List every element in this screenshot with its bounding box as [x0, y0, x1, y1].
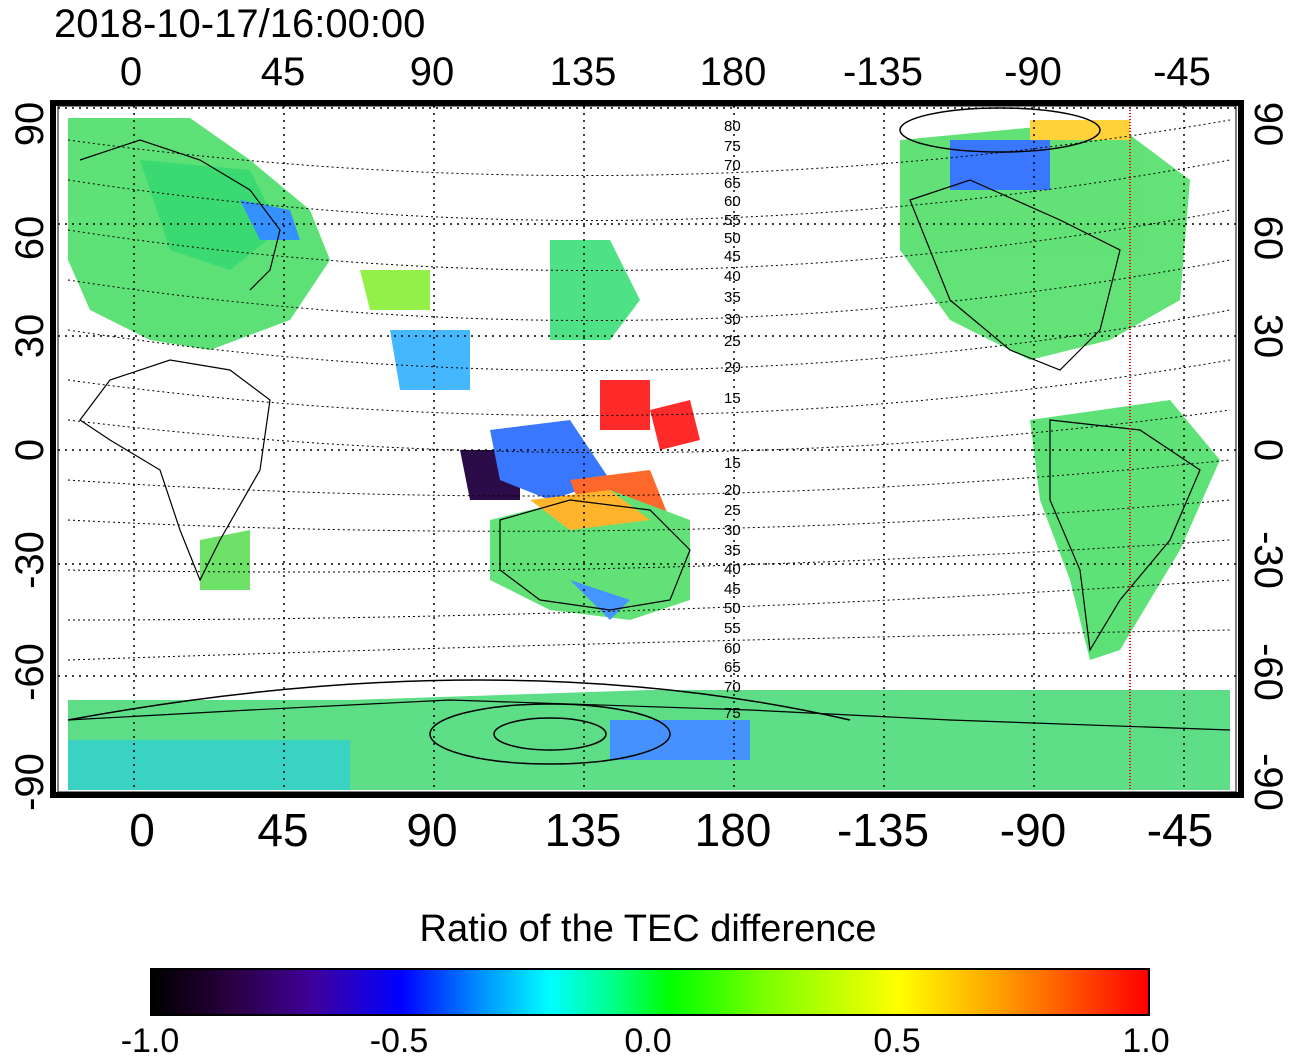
- contour-label: 60: [724, 640, 741, 657]
- lon-label-top: 0: [119, 50, 143, 94]
- lon-label-top: 180: [699, 50, 767, 94]
- contour-label: 25: [724, 502, 741, 519]
- lon-label-bottom: 45: [257, 804, 309, 856]
- contour-label: 20: [724, 359, 741, 376]
- lon-label-top: 45: [260, 50, 306, 94]
- contour-label: 45: [724, 248, 741, 265]
- contour-label: 30: [724, 522, 741, 539]
- contour-label: 20: [724, 482, 741, 499]
- contour-label: 25: [724, 333, 741, 350]
- contour-label: 80: [724, 118, 741, 135]
- lon-label-bottom: 90: [406, 804, 458, 856]
- contour-label: 50: [724, 600, 741, 617]
- lon-label-bottom: -45: [1146, 804, 1214, 856]
- lat-label-right: 0: [1246, 438, 1290, 462]
- lat-label-right: 60: [1246, 215, 1290, 261]
- colorbar-title: Ratio of the TEC difference: [419, 908, 877, 950]
- lat-label-right: 30: [1246, 313, 1290, 359]
- lat-label-right: 90: [1246, 101, 1290, 147]
- contour-label: 35: [724, 542, 741, 559]
- lat-label-right: -90: [1246, 753, 1290, 811]
- colorbar-tick: 1.0: [1122, 1022, 1170, 1060]
- lat-label-left: -60: [8, 643, 52, 701]
- magnetic-latitude-lines: [67, 119, 1231, 661]
- lon-label-top: 90: [409, 50, 455, 94]
- lon-label-bottom: -135: [836, 804, 930, 856]
- auroral-ovals: [67, 107, 1101, 765]
- contour-label: 65: [724, 659, 741, 676]
- contour-label: 55: [724, 212, 741, 229]
- lat-label-left: 60: [8, 215, 52, 261]
- lat-label-left: 0: [8, 438, 52, 462]
- contour-label: 70: [724, 679, 741, 696]
- lat-label-left: -90: [8, 753, 52, 811]
- contour-label: 40: [724, 561, 741, 578]
- lon-label-bottom: 180: [694, 804, 772, 856]
- coastlines: [67, 139, 1231, 731]
- lon-label-bottom: 0: [129, 804, 155, 856]
- lon-label-top: -45: [1153, 50, 1211, 94]
- axis-bars: [50, 100, 1244, 798]
- contour-label: 30: [724, 311, 741, 328]
- lon-label-top: -135: [842, 50, 924, 94]
- contour-label: 65: [724, 175, 741, 192]
- colorbar-tick: 0.5: [873, 1022, 921, 1060]
- contour-label: 70: [724, 157, 741, 174]
- contour-label: 55: [724, 620, 741, 637]
- lat-label-right: -60: [1246, 643, 1290, 701]
- contour-label: 40: [724, 268, 741, 285]
- graticule: [58, 106, 1236, 792]
- contour-label: 75: [724, 138, 741, 155]
- colorbar-tick: -0.5: [369, 1022, 429, 1060]
- colorbar-tick: -1.0: [120, 1022, 180, 1060]
- lon-label-bottom: -90: [999, 804, 1067, 856]
- colorbar: [150, 968, 1150, 1016]
- colorbar-tick: 0.0: [624, 1022, 672, 1060]
- lat-label-left: 90: [8, 101, 52, 147]
- lon-label-top: 135: [549, 50, 617, 94]
- contour-label: 15: [724, 390, 741, 407]
- lat-label-right: -30: [1246, 531, 1290, 589]
- contour-label: 35: [724, 289, 741, 306]
- tec-data-patches: [68, 118, 1230, 790]
- lon-label-top: -90: [1004, 50, 1062, 94]
- contour-label: 50: [724, 230, 741, 247]
- lon-label-bottom: 135: [544, 804, 622, 856]
- lat-label-left: 30: [8, 313, 52, 359]
- contour-label: 60: [724, 193, 741, 210]
- contour-label: 45: [724, 581, 741, 598]
- lat-label-left: -30: [8, 531, 52, 589]
- contour-label: 15: [724, 455, 741, 472]
- tec-map: [50, 100, 1244, 798]
- timestamp-title: 2018-10-17/16:00:00: [54, 2, 426, 46]
- contour-label: 75: [724, 705, 741, 722]
